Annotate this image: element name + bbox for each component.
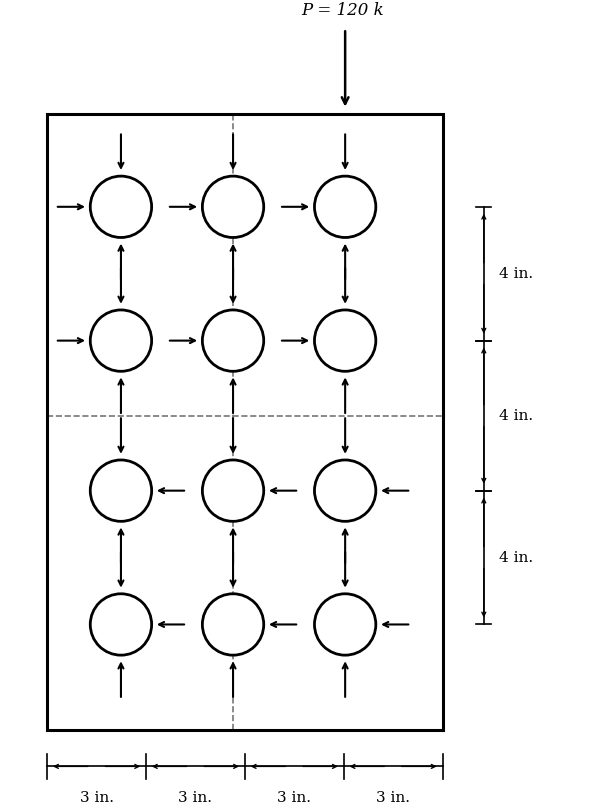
- Ellipse shape: [314, 176, 376, 238]
- Ellipse shape: [202, 310, 264, 371]
- Text: 4 in.: 4 in.: [499, 267, 533, 281]
- Text: 4 in.: 4 in.: [499, 551, 533, 564]
- Ellipse shape: [202, 460, 264, 521]
- Text: 3 in.: 3 in.: [376, 791, 410, 805]
- Ellipse shape: [314, 594, 376, 655]
- Ellipse shape: [314, 310, 376, 371]
- Text: 3 in.: 3 in.: [178, 791, 212, 805]
- Ellipse shape: [202, 594, 264, 655]
- Ellipse shape: [90, 594, 152, 655]
- Text: 3 in.: 3 in.: [80, 791, 114, 805]
- Text: 4 in.: 4 in.: [499, 409, 533, 423]
- Ellipse shape: [90, 176, 152, 238]
- Ellipse shape: [202, 176, 264, 238]
- Ellipse shape: [90, 310, 152, 371]
- Text: 3 in.: 3 in.: [277, 791, 312, 805]
- Text: P = 120 k: P = 120 k: [301, 2, 384, 19]
- Ellipse shape: [314, 460, 376, 521]
- Ellipse shape: [90, 460, 152, 521]
